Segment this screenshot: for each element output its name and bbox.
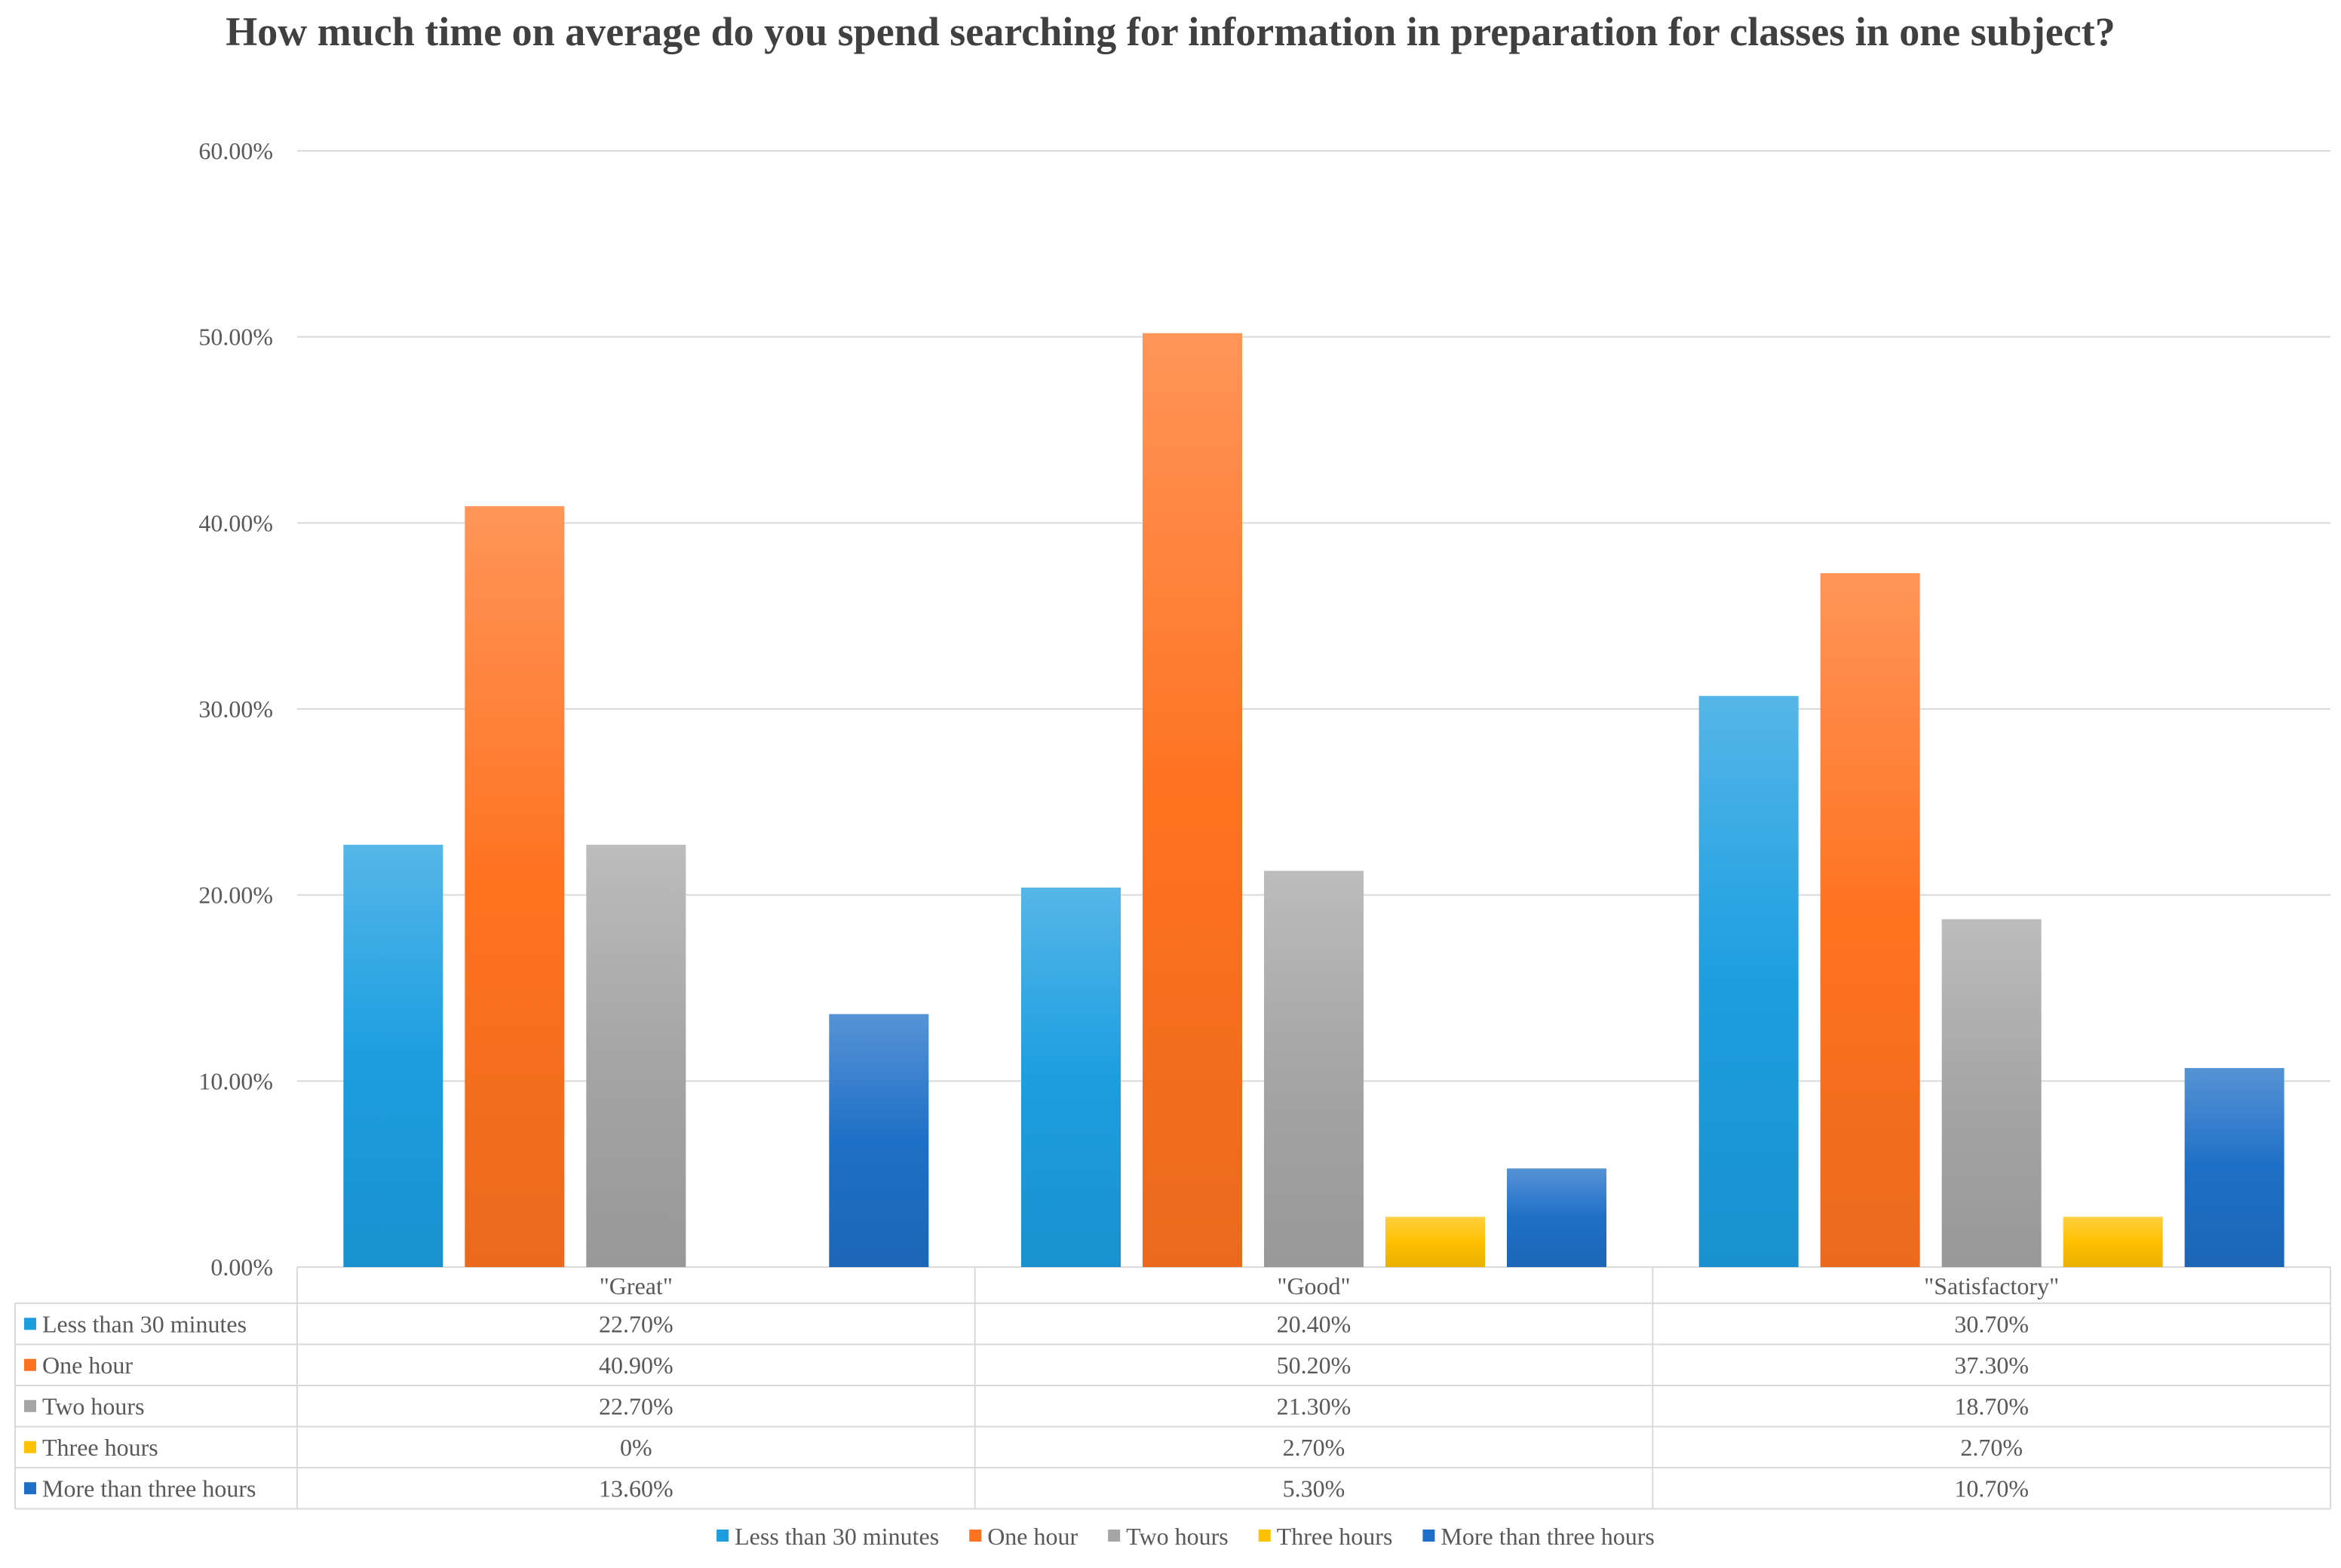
row-label: Less than 30 minutes bbox=[42, 1310, 247, 1337]
chart-title: How much time on average do you spend se… bbox=[226, 9, 2115, 54]
bar-less-than-30-minutes-great bbox=[343, 845, 443, 1267]
legend-swatch bbox=[1108, 1530, 1121, 1542]
category-label: "Satisfactory" bbox=[1924, 1272, 2059, 1300]
bar-one-hour-good bbox=[1143, 333, 1242, 1267]
bar-one-hour-great bbox=[465, 506, 565, 1267]
y-tick-label: 50.00% bbox=[198, 324, 273, 351]
legend-label: Less than 30 minutes bbox=[735, 1523, 939, 1550]
row-label: Two hours bbox=[42, 1392, 145, 1419]
row-key-two-hours bbox=[24, 1400, 36, 1413]
y-axis-ticks: 0.00% 10.00% 20.00% 30.00% 40.00% 50.00% 60.00… bbox=[198, 137, 273, 1281]
y-tick-label: 30.00% bbox=[198, 695, 273, 723]
data-label: 30.70% bbox=[1954, 1310, 2029, 1337]
bar-more-than-three-hours-great bbox=[829, 1014, 929, 1267]
data-table: "Great" "Good" "Satisfactory" Less than 30 … bbox=[14, 1267, 2331, 1510]
row-label: Three hours bbox=[42, 1434, 158, 1461]
data-label: 10.70% bbox=[1954, 1474, 2029, 1502]
bar-more-than-three-hours-good bbox=[1507, 1168, 1606, 1267]
category-label: "Good" bbox=[1277, 1272, 1350, 1300]
legend-swatch bbox=[1422, 1530, 1435, 1542]
legend-label: Two hours bbox=[1126, 1523, 1229, 1550]
legend-item-two-hours: Two hours bbox=[1108, 1523, 1229, 1550]
row-key-less-than-30-minutes bbox=[24, 1318, 36, 1330]
data-label: 50.20% bbox=[1277, 1352, 1352, 1379]
data-label: 18.70% bbox=[1954, 1392, 2029, 1419]
data-label: 22.70% bbox=[599, 1392, 673, 1419]
bars bbox=[343, 333, 2284, 1267]
data-label: 13.60% bbox=[599, 1474, 673, 1502]
data-label: 37.30% bbox=[1954, 1352, 2029, 1379]
data-label: 2.70% bbox=[1960, 1434, 2023, 1461]
data-label: 2.70% bbox=[1283, 1434, 1345, 1461]
row-key-one-hour bbox=[24, 1358, 36, 1371]
bar-two-hours-good bbox=[1264, 870, 1364, 1267]
data-label: 22.70% bbox=[599, 1310, 673, 1337]
legend-label: More than three hours bbox=[1440, 1523, 1654, 1550]
legend-swatch bbox=[969, 1530, 982, 1542]
bar-less-than-30-minutes-good bbox=[1021, 887, 1121, 1267]
data-label: 20.40% bbox=[1277, 1310, 1352, 1337]
y-tick-label: 20.00% bbox=[198, 882, 273, 909]
data-label: 0% bbox=[620, 1434, 652, 1461]
legend-item-more-than-three-hours: More than three hours bbox=[1422, 1523, 1655, 1550]
bar-more-than-three-hours-satisfactory bbox=[2184, 1068, 2284, 1267]
legend-label: Three hours bbox=[1277, 1523, 1393, 1550]
data-label: 40.90% bbox=[599, 1352, 673, 1379]
bar-less-than-30-minutes-satisfactory bbox=[1698, 695, 1799, 1267]
bar-three-hours-good bbox=[1385, 1217, 1485, 1267]
row-label: More than three hours bbox=[42, 1474, 256, 1502]
y-tick-label: 40.00% bbox=[198, 509, 273, 536]
legend-item-less-than-30-minutes: Less than 30 minutes bbox=[716, 1523, 939, 1550]
legend-label: One hour bbox=[987, 1523, 1078, 1550]
data-label: 21.30% bbox=[1277, 1392, 1352, 1419]
data-label: 5.30% bbox=[1283, 1474, 1345, 1502]
bar-three-hours-satisfactory bbox=[2063, 1217, 2163, 1267]
bar-one-hour-satisfactory bbox=[1820, 572, 1920, 1267]
legend-item-three-hours: Three hours bbox=[1258, 1523, 1393, 1550]
row-key-three-hours bbox=[24, 1441, 36, 1453]
legend-item-one-hour: One hour bbox=[969, 1523, 1078, 1550]
category-label: "Great" bbox=[600, 1272, 673, 1300]
bar-two-hours-satisfactory bbox=[1941, 919, 2042, 1267]
legend: Less than 30 minutes One hour Two hours Thr… bbox=[716, 1523, 1655, 1550]
legend-swatch bbox=[1258, 1530, 1271, 1542]
y-tick-label: 0.00% bbox=[210, 1253, 273, 1281]
row-label: One hour bbox=[42, 1352, 133, 1379]
y-tick-label: 60.00% bbox=[198, 137, 273, 164]
row-key-more-than-three-hours bbox=[24, 1482, 36, 1495]
bar-two-hours-great bbox=[586, 845, 686, 1267]
legend-swatch bbox=[716, 1530, 729, 1542]
y-tick-label: 10.00% bbox=[198, 1067, 273, 1094]
